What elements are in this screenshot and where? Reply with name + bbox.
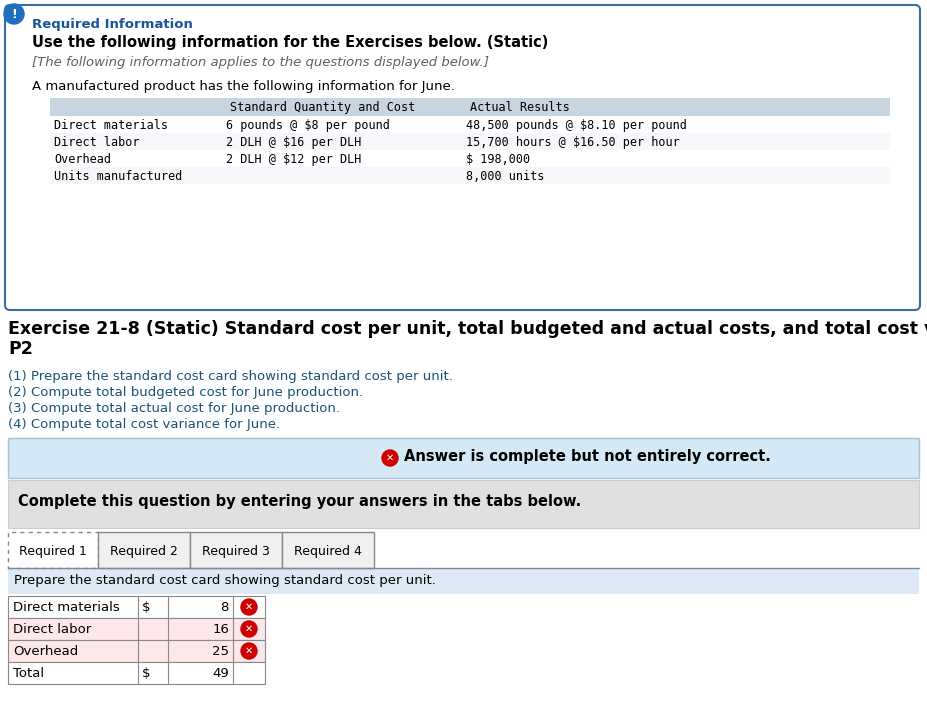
Text: Prepare the standard cost card showing standard cost per unit.: Prepare the standard cost card showing s… [14, 574, 436, 587]
Bar [50, 133, 890, 150]
Circle shape [241, 599, 257, 615]
Text: Direct labor: Direct labor [54, 136, 139, 149]
Text: ✕: ✕ [245, 646, 253, 656]
Text: Units manufactured: Units manufactured [54, 170, 183, 183]
Text: 8,000 units: 8,000 units [466, 170, 544, 183]
Bar [8, 480, 919, 528]
Text: Required Information: Required Information [32, 18, 193, 31]
Text: ✕: ✕ [245, 602, 253, 612]
Text: Use the following information for the Exercises below. (Static): Use the following information for the Ex… [32, 35, 549, 50]
Text: A manufactured product has the following information for June.: A manufactured product has the following… [32, 80, 455, 93]
Bar [8, 618, 265, 640]
Text: Actual Results: Actual Results [470, 101, 570, 114]
Text: Direct materials: Direct materials [54, 119, 168, 132]
Text: Direct labor: Direct labor [13, 623, 91, 636]
Text: Required 3: Required 3 [202, 545, 270, 559]
Text: (2) Compute total budgeted cost for June production.: (2) Compute total budgeted cost for June… [8, 386, 363, 399]
Text: 16: 16 [212, 623, 229, 636]
Circle shape [241, 643, 257, 659]
Text: Exercise 21-8 (Static) Standard cost per unit, total budgeted and actual costs, : Exercise 21-8 (Static) Standard cost per… [8, 320, 927, 338]
FancyBboxPatch shape [282, 532, 374, 568]
Text: Total: Total [13, 667, 44, 680]
FancyBboxPatch shape [190, 532, 282, 568]
Text: $: $ [142, 667, 150, 680]
Text: Required 2: Required 2 [110, 545, 178, 559]
Text: Required 4: Required 4 [294, 545, 362, 559]
Text: Answer is complete but not entirely correct.: Answer is complete but not entirely corr… [404, 449, 771, 464]
Text: $: $ [142, 601, 150, 614]
FancyBboxPatch shape [98, 532, 190, 568]
Text: 2 DLH @ $12 per DLH: 2 DLH @ $12 per DLH [226, 153, 362, 166]
Bar [50, 167, 890, 184]
Text: Overhead: Overhead [54, 153, 111, 166]
Text: (3) Compute total actual cost for June production.: (3) Compute total actual cost for June p… [8, 402, 340, 415]
Text: 2 DLH @ $16 per DLH: 2 DLH @ $16 per DLH [226, 136, 362, 149]
Text: Overhead: Overhead [13, 645, 78, 658]
Bar [50, 150, 890, 167]
FancyBboxPatch shape [5, 5, 920, 310]
Text: 25: 25 [212, 645, 229, 658]
Text: (1) Prepare the standard cost card showing standard cost per unit.: (1) Prepare the standard cost card showi… [8, 370, 453, 383]
Text: Required 1: Required 1 [19, 545, 87, 559]
Circle shape [4, 4, 24, 24]
Bar [8, 640, 265, 662]
Text: ✕: ✕ [245, 624, 253, 634]
Text: P2: P2 [8, 340, 32, 358]
Text: Standard Quantity and Cost: Standard Quantity and Cost [230, 101, 415, 114]
Bar [50, 98, 890, 116]
Text: (4) Compute total cost variance for June.: (4) Compute total cost variance for June… [8, 418, 280, 431]
Text: Complete this question by entering your answers in the tabs below.: Complete this question by entering your … [18, 494, 581, 509]
Text: $ 198,000: $ 198,000 [466, 153, 530, 166]
Bar [8, 438, 919, 478]
Text: 48,500 pounds @ $8.10 per pound: 48,500 pounds @ $8.10 per pound [466, 119, 687, 132]
Text: 6 pounds @ $8 per pound: 6 pounds @ $8 per pound [226, 119, 390, 132]
Text: Direct materials: Direct materials [13, 601, 120, 614]
Circle shape [241, 621, 257, 637]
Circle shape [382, 450, 398, 466]
Text: [The following information applies to the questions displayed below.]: [The following information applies to th… [32, 56, 489, 69]
Bar [8, 568, 919, 594]
Bar [8, 596, 265, 618]
Text: 15,700 hours @ $16.50 per hour: 15,700 hours @ $16.50 per hour [466, 136, 679, 149]
FancyBboxPatch shape [8, 532, 98, 568]
Text: ✕: ✕ [386, 453, 394, 463]
Text: !: ! [11, 8, 17, 21]
Text: 49: 49 [212, 667, 229, 680]
Text: 8: 8 [221, 601, 229, 614]
Bar [50, 116, 890, 133]
Bar [8, 662, 265, 684]
